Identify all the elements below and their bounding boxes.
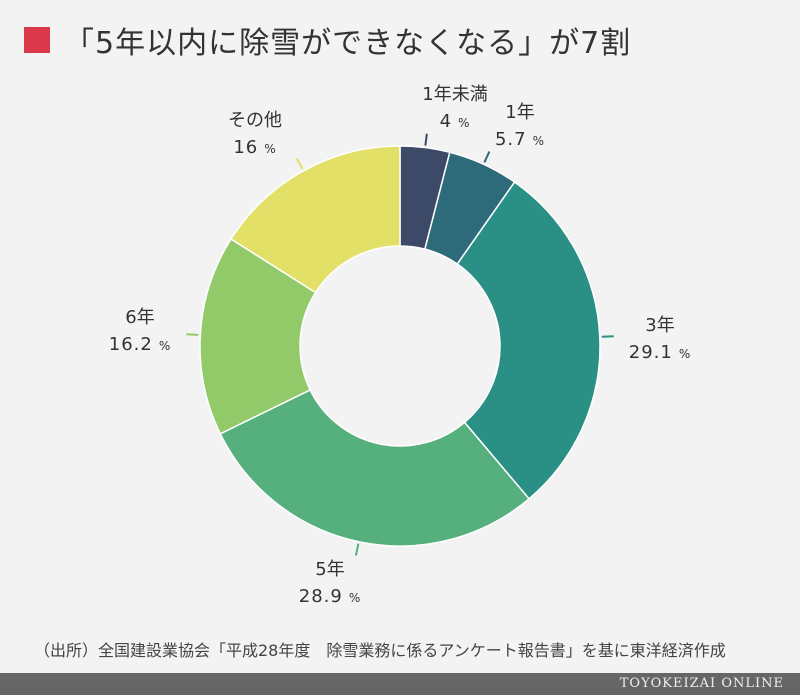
donut-chart: 1年未満 4% 1年 5.7 % 3年 29.1 % 5年 28.9 % 6年 16.2 % その他 16% xyxy=(109,84,691,607)
slice-4 xyxy=(199,237,317,435)
slice-2 xyxy=(456,181,601,500)
leader-line-1 xyxy=(483,151,491,163)
value-label-3: 28.9% xyxy=(299,586,361,607)
category-label-1: 1年 xyxy=(505,102,534,123)
leader-line-0 xyxy=(424,133,428,146)
title-accent-square xyxy=(24,27,50,53)
category-label-2: 3年 xyxy=(645,315,674,336)
category-label-0: 1年未満 xyxy=(422,84,487,105)
value-label-4: 16.2% xyxy=(109,334,171,355)
leader-line-4 xyxy=(186,333,199,336)
footer-bar: TOYOKEIZAI ONLINE xyxy=(0,673,800,695)
brand-label: TOYOKEIZAI ONLINE xyxy=(619,676,784,691)
source-note: （出所）全国建設業協会「平成28年度 除雪業務に係るアンケート報告書」を基に東洋… xyxy=(34,641,726,660)
value-label-2: 29.1% xyxy=(629,342,691,363)
chart-title: 「5年以内に除雪ができなくなる」が7割 xyxy=(64,26,632,61)
category-label-3: 5年 xyxy=(315,559,344,580)
slice-3 xyxy=(219,388,531,547)
leader-line-5 xyxy=(295,158,304,170)
category-label-4: 6年 xyxy=(125,307,154,328)
leader-line-3 xyxy=(354,543,360,556)
slice-5 xyxy=(229,145,401,294)
category-label-5: その他 xyxy=(228,110,282,131)
value-label-0: 4% xyxy=(440,111,471,132)
title-block: 「5年以内に除雪ができなくなる」が7割 xyxy=(24,18,631,62)
value-label-5: 16% xyxy=(233,137,276,158)
value-label-1: 5.7% xyxy=(495,129,545,150)
leader-line-2 xyxy=(601,335,614,338)
